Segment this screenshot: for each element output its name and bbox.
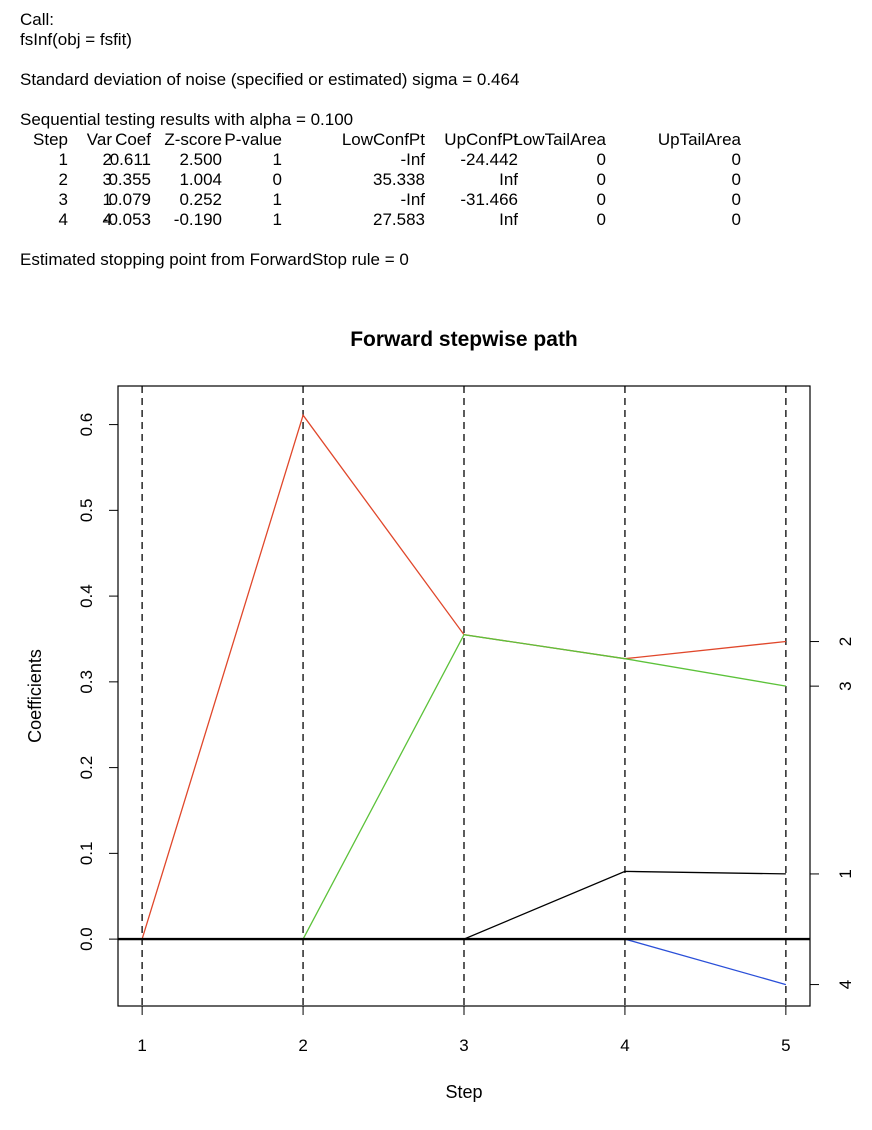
x-tick-label: 1: [137, 1036, 146, 1055]
table-cell: -0.053: [102, 210, 151, 229]
results-table: Step Var Coef Z-score P-value LowConfPt UpConf…: [20, 130, 860, 230]
table-cell: 0: [596, 150, 606, 169]
table-cell: Inf: [499, 210, 518, 229]
table-header-cell: UpConfPt: [444, 130, 518, 149]
table-cell: 3: [58, 190, 68, 209]
table-cell: 0.355: [108, 170, 151, 189]
table-cell: 3: [102, 170, 112, 189]
y-axis-label: Coefficients: [25, 649, 45, 743]
table-cell: 0.079: [108, 190, 151, 209]
right-axis-var-label: 1: [836, 869, 855, 878]
table-cell: 0: [596, 210, 606, 229]
table-cell: 2: [102, 150, 112, 169]
table-cell: 0: [731, 190, 741, 209]
plot-frame: [117, 385, 811, 1007]
table-cell: -Inf: [400, 190, 425, 209]
plot-area: 1 2 3 4 5 0.0 0.1 0.2 0.3 0.4 0.5 0.6 2 3 1 4: [77, 385, 855, 1055]
table-cell: Inf: [499, 170, 518, 189]
right-axis-var-label: 3: [836, 681, 855, 690]
table-header-cell: Var: [86, 130, 112, 149]
y-tick-label: 0.0: [77, 927, 96, 951]
table-cell: 35.338: [373, 170, 425, 189]
sigma-line: Standard deviation of noise (specified o…: [20, 70, 520, 89]
table-cell: 27.583: [373, 210, 425, 229]
table-cell: 0: [731, 210, 741, 229]
table-cell: 2.500: [179, 150, 222, 169]
table-cell: 0: [731, 170, 741, 189]
table-header-cell: LowTailArea: [513, 130, 606, 149]
table-row: 1 2 0.611 2.500 1 -Inf -24.442 0 0: [20, 150, 860, 170]
table-header-cell: Step: [33, 130, 68, 149]
table-row: 4 4 -0.053 -0.190 1 27.583 Inf 0 0: [20, 210, 860, 230]
y-tick-label: 0.4: [77, 584, 96, 608]
alpha-line: Sequential testing results with alpha = …: [20, 110, 354, 129]
table-cell: -Inf: [400, 150, 425, 169]
table-cell: 1: [272, 150, 282, 169]
table-header-cell: P-value: [224, 130, 282, 149]
x-axis-label: Step: [445, 1082, 482, 1102]
table-header-cell: Coef: [115, 130, 151, 149]
x-tick-label: 4: [620, 1036, 629, 1055]
y-tick-label: 0.3: [77, 670, 96, 694]
chart-title: Forward stepwise path: [350, 328, 578, 351]
table-cell: 0.611: [109, 150, 151, 169]
x-tick-label: 5: [781, 1036, 790, 1055]
table-row: 3 1 0.079 0.252 1 -Inf -31.466 0 0: [20, 190, 860, 210]
y-tick-label: 0.1: [77, 842, 96, 866]
table-header-row: Step Var Coef Z-score P-value LowConfPt UpConf…: [20, 130, 860, 150]
call-expression: fsInf(obj = fsfit): [20, 30, 132, 49]
stopping-point-line: Estimated stopping point from ForwardSto…: [20, 250, 409, 269]
table-cell: 1: [272, 210, 282, 229]
table-header-cell: Z-score: [164, 130, 222, 149]
call-label: Call:: [20, 10, 55, 29]
table-cell: 0: [272, 170, 282, 189]
y-tick-label: 0.2: [77, 756, 96, 780]
table-cell: 4: [102, 210, 112, 229]
table-header-cell: LowConfPt: [341, 130, 425, 149]
table-cell: 0: [731, 150, 741, 169]
table-cell: 0.252: [179, 190, 222, 209]
table-row: 2 3 0.355 1.004 0 35.338 Inf 0 0: [20, 170, 860, 190]
x-tick-label: 2: [298, 1036, 307, 1055]
forward-stepwise-plot: Forward stepwise path 1 2 3 4 5 0.0 0.1 0.2 0.3 0…: [25, 328, 855, 1102]
table-cell: 1: [272, 190, 282, 209]
console-output: Call: fsInf(obj = fsfit) Standard deviat…: [20, 10, 860, 270]
table-cell: 0: [596, 170, 606, 189]
right-axis-var-label: 2: [836, 637, 855, 646]
table-cell: 1: [102, 190, 112, 209]
table-cell: 1: [58, 150, 68, 169]
table-cell: -31.466: [460, 190, 518, 209]
table-cell: 4: [58, 210, 68, 229]
table-header-cell: UpTailArea: [657, 130, 741, 149]
right-axis-var-label: 4: [836, 980, 855, 989]
y-tick-label: 0.5: [77, 499, 96, 523]
table-cell: -24.442: [460, 150, 518, 169]
table-cell: -0.190: [173, 210, 222, 229]
table-cell: 0: [596, 190, 606, 209]
x-tick-label: 3: [459, 1036, 468, 1055]
y-tick-label: 0.6: [77, 413, 96, 437]
table-cell: 1.004: [179, 170, 222, 189]
table-cell: 2: [58, 170, 68, 189]
